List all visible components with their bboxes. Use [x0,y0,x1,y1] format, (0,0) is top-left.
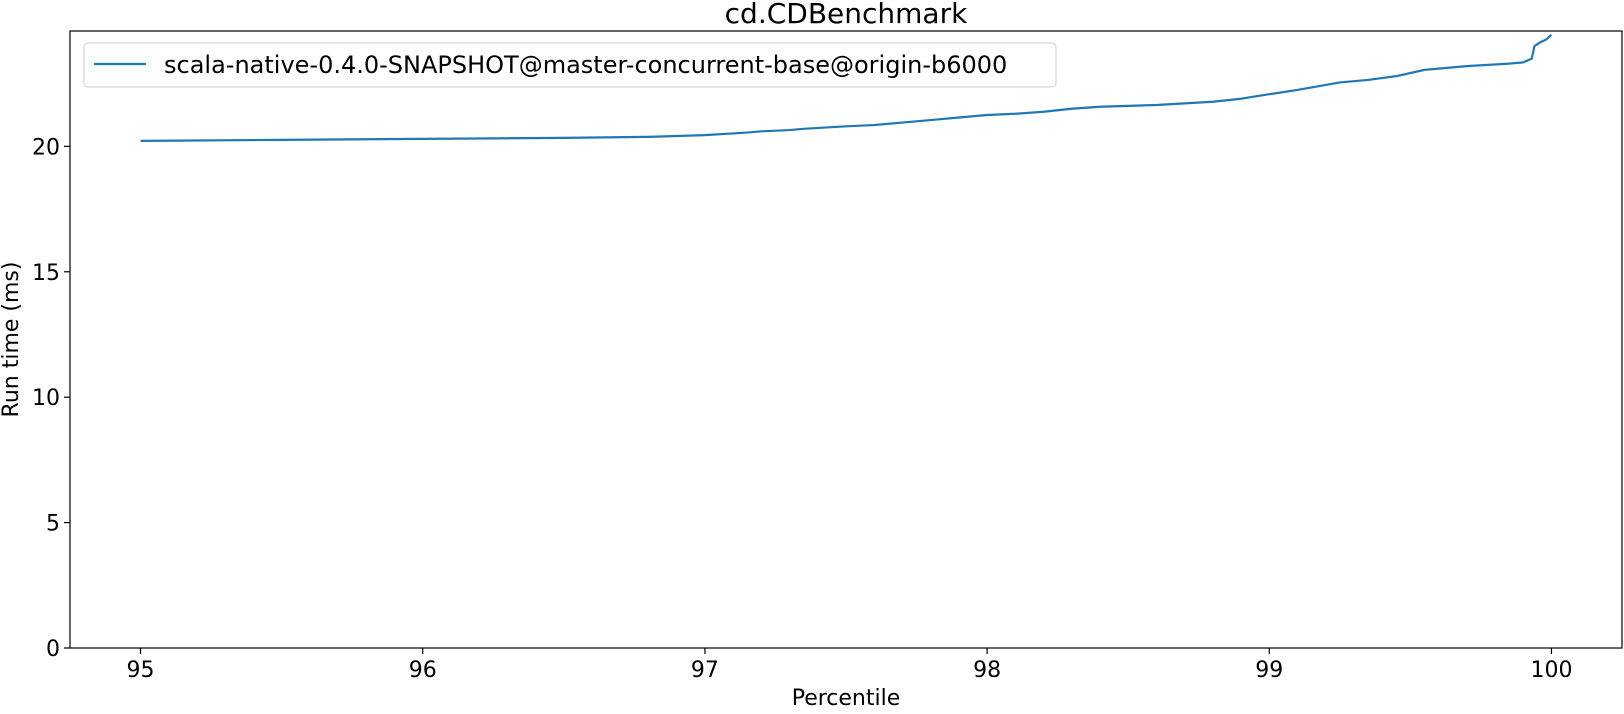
x-tick-label: 97 [691,658,719,683]
x-tick-label: 100 [1530,658,1572,683]
y-tick-label: 15 [32,261,60,286]
plot-background [70,31,1622,648]
x-tick-label: 96 [409,658,437,683]
chart-title: cd.CDBenchmark [725,0,968,30]
x-tick-label: 99 [1255,658,1283,683]
x-tick-label: 98 [973,658,1001,683]
plot-frame [69,30,1623,649]
x-tick-label: 95 [127,658,155,683]
y-tick-label: 5 [46,512,60,537]
y-tick-label: 20 [32,135,60,160]
y-tick-label: 0 [46,637,60,662]
y-axis-ticks: 0 5 10 15 20 [32,135,70,662]
x-axis-label: Percentile [792,686,901,710]
x-axis-ticks: 95 96 97 98 99 100 [127,648,1572,683]
series-line-0 [140,33,1553,142]
legend-label: scala-native-0.4.0-SNAPSHOT@master-concu… [164,51,1007,79]
series-layer [140,33,1553,142]
y-tick-label: 10 [32,386,60,411]
legend: scala-native-0.4.0-SNAPSHOT@master-concu… [83,42,1057,88]
y-axis-label: Run time (ms) [0,262,24,418]
legend-frame [83,42,1057,88]
